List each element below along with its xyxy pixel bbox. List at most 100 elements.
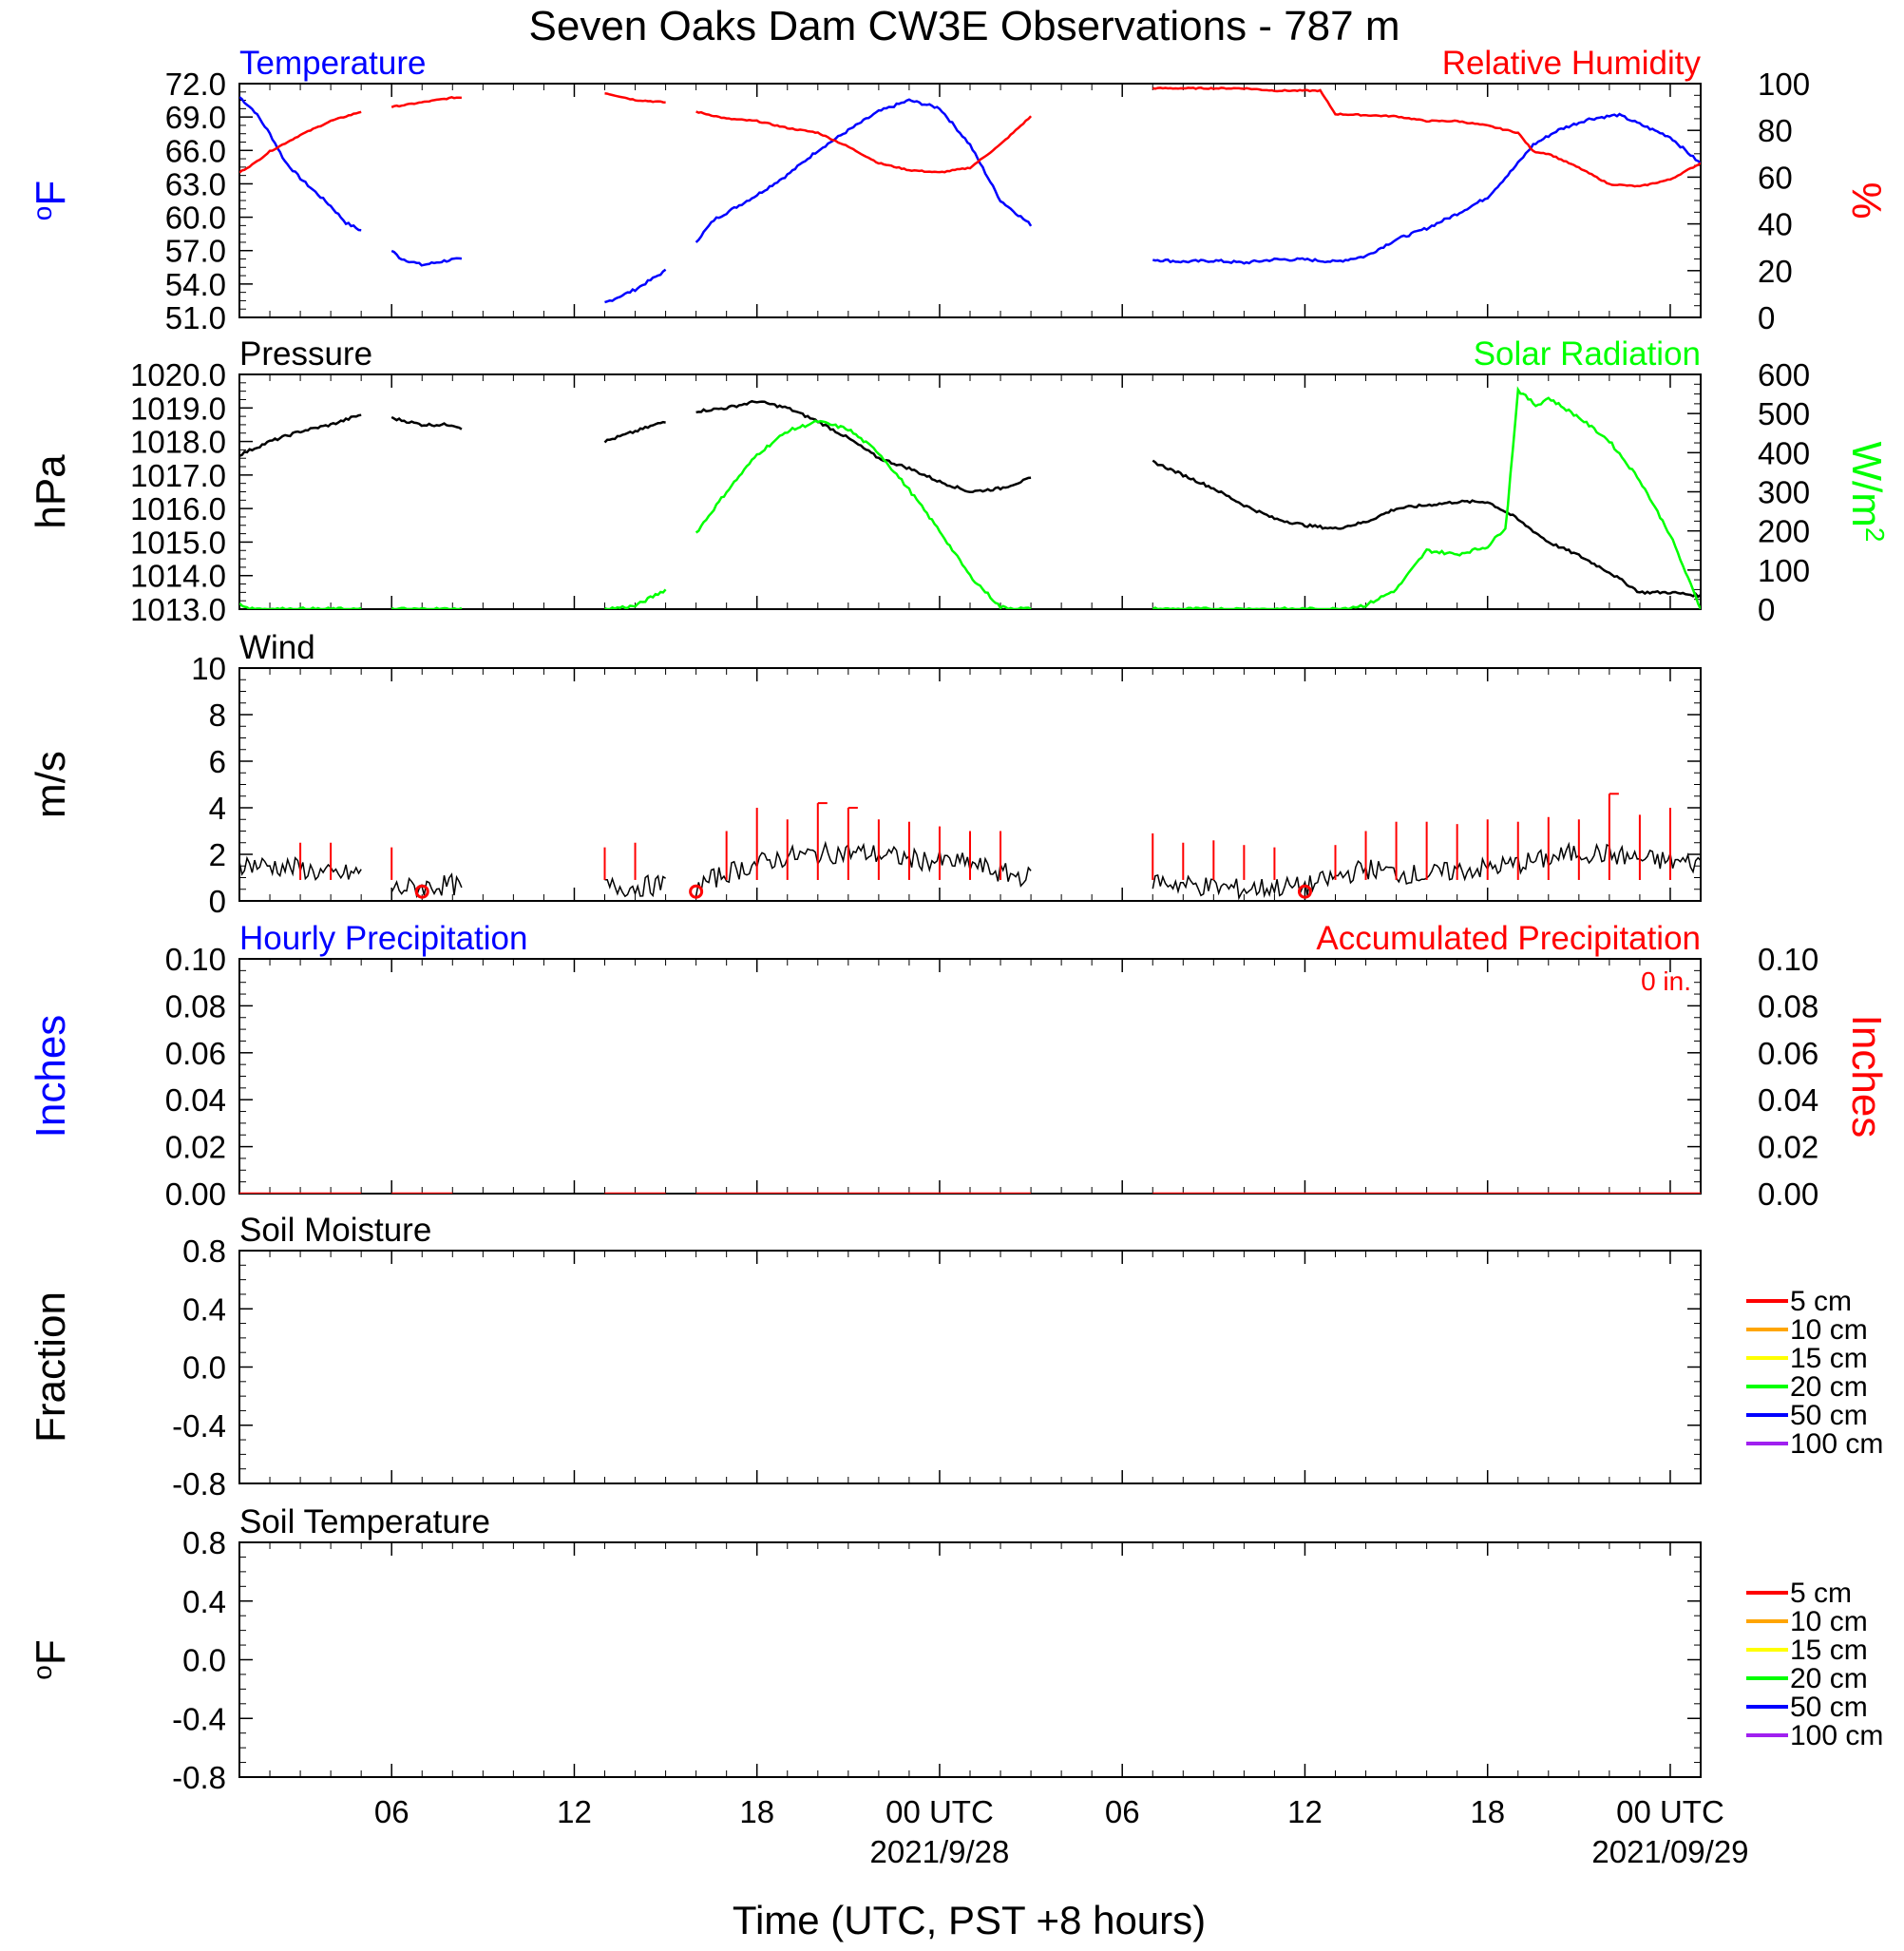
y-tick-label-right: 300: [1758, 475, 1810, 510]
y-tick-label: 66.0: [165, 133, 226, 168]
y-tick-label: 1018.0: [130, 425, 226, 460]
panel-soil_moisture: 0.8 0.4 0.0 -0.4 -0.8 Fraction Soil Moisture 5 …: [28, 1212, 1883, 1502]
x-axis-label: Time (UTC, PST +8 hours): [733, 1898, 1206, 1942]
x-tick-label: 06: [374, 1794, 409, 1829]
legend-label: 15 cm: [1790, 1343, 1868, 1374]
y-tick-label-right: 500: [1758, 396, 1810, 431]
y-tick-label: 60.0: [165, 201, 226, 236]
legend-label: 50 cm: [1790, 1400, 1868, 1431]
y-tick-label: 72.0: [165, 67, 226, 102]
y-tick-label-right: 0.04: [1758, 1082, 1818, 1118]
y-tick-label-right: 0.00: [1758, 1176, 1818, 1212]
plot-frame: [238, 1541, 1702, 1778]
x-tick-label: 06: [1105, 1794, 1140, 1829]
plot-frame: [238, 1250, 1702, 1484]
y-axis-label-left: oF: [28, 1639, 74, 1679]
calm-wind-marker: [414, 884, 429, 899]
panel-temp_rh: 72.069.066.063.060.057.054.051.0 oF 100 80 6…: [28, 45, 1890, 335]
y-tick-label: 1020.0: [130, 357, 226, 392]
x-tick-label: 00 UTC: [885, 1794, 994, 1829]
chart-title: Seven Oaks Dam CW3E Observations - 787 m: [529, 3, 1400, 49]
y-tick-label: 8: [209, 698, 226, 733]
y-tick-label: 0.02: [165, 1130, 226, 1165]
panel-title-right: Relative Humidity: [1442, 45, 1702, 82]
x-tick-label: 00 UTC: [1616, 1794, 1724, 1829]
y-axis-label-left: oF: [28, 181, 74, 220]
y-tick-label: 0.0: [182, 1643, 226, 1678]
y-tick-label: 0.4: [182, 1291, 226, 1327]
data-line: [390, 249, 462, 267]
data-line: [604, 268, 667, 304]
y-tick-label: -0.4: [172, 1701, 226, 1736]
y-tick-label: 1013.0: [130, 592, 226, 627]
data-line: [239, 96, 362, 232]
x-tick-label: 18: [739, 1794, 774, 1829]
data-line: [1152, 86, 1701, 188]
legend-label: 5 cm: [1790, 1286, 1852, 1317]
panel-title-right: Solar Radiation: [1474, 335, 1701, 373]
degree-superscript: o: [28, 1665, 57, 1680]
unit-text: F: [28, 1639, 74, 1665]
y-tick-label: 1015.0: [130, 525, 226, 560]
data-line: [1152, 459, 1701, 599]
x-tick-label: 12: [1287, 1794, 1323, 1829]
legend-label: 20 cm: [1790, 1371, 1868, 1403]
y-tick-label-right: 0: [1758, 300, 1775, 335]
y-axis-label-left: hPa: [28, 454, 74, 529]
legend-label: 100 cm: [1790, 1428, 1883, 1460]
x-date-label: 2021/9/28: [870, 1834, 1010, 1869]
y-tick-label: 0.00: [165, 1176, 226, 1212]
data-line: [604, 588, 667, 609]
y-tick-label-right: 100: [1758, 553, 1810, 588]
y-axis-label-left: Fraction: [28, 1291, 74, 1443]
y-tick-label: 4: [209, 791, 226, 826]
y-tick-label-right: 80: [1758, 113, 1793, 148]
unit-superscript: 2: [1860, 527, 1890, 543]
y-tick-label-right: 0: [1758, 592, 1775, 627]
y-tick-label: 1014.0: [130, 559, 226, 594]
legend-label: 100 cm: [1790, 1720, 1883, 1751]
legend-label: 5 cm: [1790, 1578, 1852, 1609]
y-tick-label: 0.08: [165, 988, 226, 1023]
y-tick-label: 2: [209, 837, 226, 872]
y-tick-label: -0.8: [172, 1760, 226, 1795]
y-axis-label-right: %: [1843, 182, 1890, 219]
y-tick-label-right: 0.10: [1758, 942, 1818, 977]
data-line: [695, 110, 1033, 174]
panel-title-left: Temperature: [239, 45, 426, 82]
data-line: [390, 872, 463, 899]
y-tick-label: 69.0: [165, 100, 226, 135]
y-tick-label: -0.4: [172, 1408, 226, 1444]
y-tick-label: 54.0: [165, 267, 226, 302]
calm-wind-marker: [1297, 884, 1312, 899]
y-tick-label-right: 600: [1758, 357, 1810, 392]
legend-label: 50 cm: [1790, 1692, 1868, 1723]
y-tick-label: 0.06: [165, 1036, 226, 1071]
data-line: [1152, 112, 1701, 265]
panel-pressure_solar: 1020.01019.01018.01017.01016.01015.01014…: [28, 335, 1890, 627]
plot-frame: [238, 958, 1702, 1195]
legend-label: 10 cm: [1790, 1606, 1868, 1637]
y-tick-label-right: 200: [1758, 514, 1810, 549]
unit-text: W/m: [1843, 442, 1890, 527]
data-line: [239, 413, 362, 457]
data-line: [695, 840, 1032, 897]
data-line: [695, 419, 1032, 609]
y-axis-label-right: W/m2: [1843, 442, 1890, 543]
y-tick-label-right: 60: [1758, 160, 1793, 195]
accumulation-annotation: 0 in.: [1641, 966, 1691, 996]
y-tick-label-right: 100: [1758, 67, 1810, 102]
y-tick-label: 0.04: [165, 1082, 226, 1118]
data-line: [604, 874, 666, 898]
y-tick-label-right: 0.02: [1758, 1130, 1818, 1165]
y-tick-label: 0: [209, 884, 226, 919]
x-tick-label: 18: [1470, 1794, 1505, 1829]
panel-precip: 0.10 0.08 0.06 0.04 0.02 0.00 Inches 0.10 0.08 0.…: [28, 920, 1890, 1212]
panel-wind: 10 8 6 4 2 0 m/s Wind: [28, 629, 1702, 919]
y-tick-label: 0.0: [182, 1350, 226, 1386]
y-tick-label: 1016.0: [130, 491, 226, 526]
data-line: [239, 110, 362, 174]
